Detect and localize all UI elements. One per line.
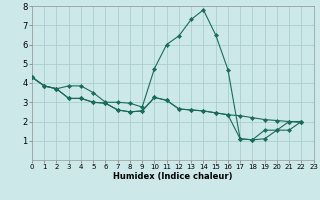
X-axis label: Humidex (Indice chaleur): Humidex (Indice chaleur) (113, 172, 233, 181)
